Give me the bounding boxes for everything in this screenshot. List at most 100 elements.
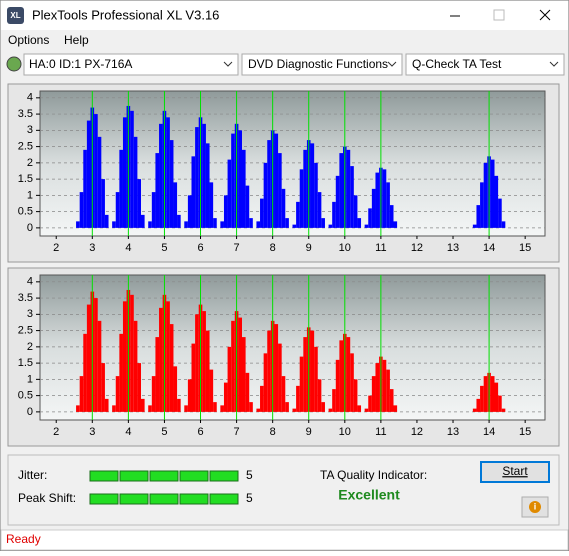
x-tick-label: 5 — [161, 426, 167, 438]
bar — [220, 405, 224, 412]
bar — [303, 337, 307, 412]
bar — [476, 398, 481, 412]
bar — [141, 398, 145, 412]
rating-box — [89, 470, 119, 482]
bar — [173, 182, 178, 228]
bar — [166, 117, 170, 228]
jitter-value: 5 — [246, 468, 253, 482]
y-tick-label: 3.5 — [18, 108, 33, 120]
bar — [480, 182, 484, 228]
bar — [260, 385, 264, 412]
bar — [187, 379, 192, 412]
bar — [267, 140, 271, 228]
bar — [321, 402, 325, 412]
test-select-text: Q-Check TA Test — [412, 57, 502, 71]
bar — [187, 195, 192, 228]
bar — [292, 224, 297, 228]
y-tick-label: 2 — [27, 157, 33, 169]
bar — [317, 379, 322, 412]
x-tick-label: 8 — [270, 426, 276, 438]
menu-item[interactable]: Options — [8, 33, 49, 47]
bar — [346, 337, 351, 412]
peak-shift-label: Peak Shift: — [18, 491, 76, 505]
window-title: PlexTools Professional XL V3.16 — [32, 7, 219, 22]
menu-item[interactable]: Help — [64, 33, 89, 47]
y-tick-label: 1.5 — [18, 173, 33, 185]
bar — [169, 324, 174, 412]
bar — [296, 201, 300, 228]
x-tick-label: 4 — [125, 242, 131, 254]
test-select[interactable] — [405, 53, 565, 76]
x-tick-label: 11 — [375, 242, 386, 254]
y-tick-label: 1 — [27, 373, 33, 385]
bar — [281, 376, 286, 412]
dropdown-arrow — [387, 61, 397, 67]
bar — [202, 123, 206, 228]
bar — [242, 149, 246, 228]
bar — [209, 369, 214, 412]
y-tick-label: 0.5 — [18, 390, 33, 402]
bar — [249, 218, 253, 228]
x-tick-label: 5 — [161, 242, 167, 254]
bar — [285, 402, 289, 412]
bar — [223, 382, 228, 412]
bar — [112, 405, 116, 412]
x-tick-label: 12 — [411, 426, 423, 438]
ta-label: TA Quality Indicator: — [320, 468, 427, 482]
bar — [166, 301, 170, 412]
charts: 00.511.522.533.542 3 4 5 6 7 8 9 10 11 12 13 14 1500.… — [18, 90, 546, 438]
bar — [498, 395, 502, 412]
app-icon-text: XL — [10, 11, 20, 20]
maximize[interactable] — [493, 9, 505, 21]
bar — [213, 402, 217, 412]
drive-select[interactable] — [23, 53, 239, 76]
bar — [310, 143, 315, 228]
bar — [137, 363, 141, 412]
bar — [371, 188, 376, 228]
bar — [256, 408, 261, 412]
rating-boxes — [89, 470, 239, 505]
jitter-label: Jitter: — [18, 468, 47, 482]
bar — [83, 149, 87, 228]
peak-shift-value: 5 — [246, 491, 253, 505]
bar — [155, 153, 160, 228]
x-tick-label: 3 — [89, 242, 95, 254]
bar — [346, 149, 351, 228]
bar — [375, 172, 380, 228]
function-select-text: DVD Diagnostic Functions — [248, 57, 388, 71]
bar — [299, 169, 304, 228]
bar — [386, 369, 390, 412]
x-tick-label: 9 — [306, 242, 312, 254]
bar — [141, 214, 145, 228]
function-select[interactable] — [241, 53, 403, 76]
bar — [339, 340, 343, 412]
close[interactable] — [539, 9, 551, 21]
bar — [285, 218, 289, 228]
bar — [191, 343, 196, 412]
rating-box — [209, 493, 239, 505]
info-icon-text: i — [534, 501, 537, 511]
x-tick-label: 3 — [89, 426, 95, 438]
bar — [104, 398, 109, 412]
rating-box — [179, 470, 209, 482]
bar — [122, 117, 127, 228]
y-tick-label: 1.5 — [18, 357, 33, 369]
bar — [296, 385, 300, 412]
bar — [213, 218, 217, 228]
bar — [267, 330, 271, 412]
x-tick-label: 4 — [125, 426, 131, 438]
bar — [368, 208, 372, 228]
bar — [494, 175, 499, 228]
start-button[interactable] — [480, 461, 550, 483]
x-tick-label: 13 — [447, 242, 459, 254]
menu-bar — [1, 30, 568, 50]
bar — [101, 363, 105, 412]
bar — [227, 159, 232, 228]
ta-value: Excellent — [338, 487, 400, 503]
y-tick-label: 3.5 — [18, 292, 33, 304]
bar — [480, 385, 484, 412]
bar — [386, 182, 390, 228]
bar — [393, 405, 398, 412]
x-tick-label: 7 — [234, 242, 240, 254]
x-tick-label: 9 — [306, 426, 312, 438]
